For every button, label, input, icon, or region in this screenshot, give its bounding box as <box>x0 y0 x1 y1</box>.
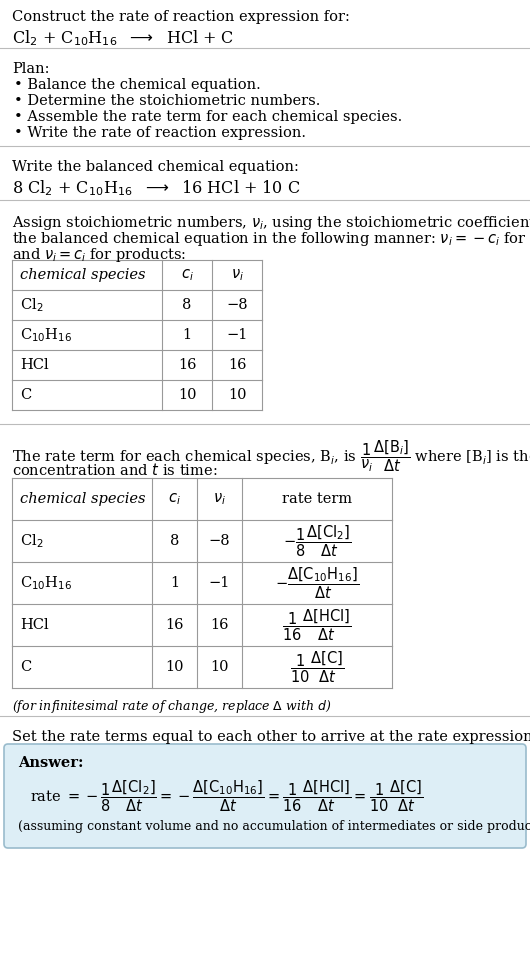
Text: 8: 8 <box>170 534 179 548</box>
Text: 16: 16 <box>210 618 229 632</box>
Text: $c_i$: $c_i$ <box>168 491 181 507</box>
Text: $\nu_i$: $\nu_i$ <box>231 267 243 283</box>
Text: Cl$_2$: Cl$_2$ <box>20 532 43 549</box>
Text: The rate term for each chemical species, B$_i$, is $\dfrac{1}{\nu_i}\dfrac{\Delt: The rate term for each chemical species,… <box>12 438 530 473</box>
Text: 10: 10 <box>165 660 184 674</box>
Text: C: C <box>20 388 31 402</box>
Text: −8: −8 <box>226 298 248 312</box>
Text: (for infinitesimal rate of change, replace $\Delta$ with $d$): (for infinitesimal rate of change, repla… <box>12 698 331 715</box>
Text: 8: 8 <box>182 298 192 312</box>
Text: Answer:: Answer: <box>18 756 84 770</box>
Text: −8: −8 <box>209 534 231 548</box>
Text: 8 Cl$_2$ + C$_{10}$H$_{16}$  $\longrightarrow$  16 HCl + 10 C: 8 Cl$_2$ + C$_{10}$H$_{16}$ $\longrighta… <box>12 178 301 198</box>
Text: HCl: HCl <box>20 618 49 632</box>
Text: rate term: rate term <box>282 492 352 506</box>
Text: 16: 16 <box>165 618 184 632</box>
Text: chemical species: chemical species <box>20 268 146 282</box>
Text: • Write the rate of reaction expression.: • Write the rate of reaction expression. <box>14 126 306 140</box>
Text: $-\dfrac{\Delta[\mathrm{C_{10}H_{16}}]}{\Delta t}$: $-\dfrac{\Delta[\mathrm{C_{10}H_{16}}]}{… <box>275 565 359 601</box>
Text: C$_{10}$H$_{16}$: C$_{10}$H$_{16}$ <box>20 326 72 344</box>
Text: • Determine the stoichiometric numbers.: • Determine the stoichiometric numbers. <box>14 94 320 108</box>
Text: $\dfrac{1}{16}\dfrac{\Delta[\mathrm{HCl}]}{\Delta t}$: $\dfrac{1}{16}\dfrac{\Delta[\mathrm{HCl}… <box>282 607 351 643</box>
Text: $\nu_i$: $\nu_i$ <box>213 491 226 507</box>
Text: 16: 16 <box>178 358 196 372</box>
Text: chemical species: chemical species <box>20 492 146 506</box>
Text: HCl: HCl <box>20 358 49 372</box>
Text: (assuming constant volume and no accumulation of intermediates or side products): (assuming constant volume and no accumul… <box>18 820 530 833</box>
Text: Cl$_2$: Cl$_2$ <box>20 296 43 314</box>
Text: 1: 1 <box>170 576 179 590</box>
Text: −1: −1 <box>209 576 230 590</box>
Text: Cl$_2$ + C$_{10}$H$_{16}$  $\longrightarrow$  HCl + C: Cl$_2$ + C$_{10}$H$_{16}$ $\longrightarr… <box>12 28 234 48</box>
Text: 10: 10 <box>228 388 246 402</box>
Text: • Balance the chemical equation.: • Balance the chemical equation. <box>14 78 261 92</box>
Text: −1: −1 <box>226 328 248 342</box>
Text: $-\dfrac{1}{8}\dfrac{\Delta[\mathrm{Cl_2}]}{\Delta t}$: $-\dfrac{1}{8}\dfrac{\Delta[\mathrm{Cl_2… <box>283 523 351 559</box>
Text: rate $= -\dfrac{1}{8}\dfrac{\Delta[\mathrm{Cl_2}]}{\Delta t} = -\dfrac{\Delta[\m: rate $= -\dfrac{1}{8}\dfrac{\Delta[\math… <box>30 778 423 814</box>
Text: 1: 1 <box>182 328 191 342</box>
Text: 10: 10 <box>210 660 229 674</box>
Text: the balanced chemical equation in the following manner: $\nu_i = -c_i$ for react: the balanced chemical equation in the fo… <box>12 230 530 248</box>
Text: Construct the rate of reaction expression for:: Construct the rate of reaction expressio… <box>12 10 350 24</box>
Text: Assign stoichiometric numbers, $\nu_i$, using the stoichiometric coefficients, $: Assign stoichiometric numbers, $\nu_i$, … <box>12 214 530 232</box>
Text: and $\nu_i = c_i$ for products:: and $\nu_i = c_i$ for products: <box>12 246 187 264</box>
Text: $\dfrac{1}{10}\dfrac{\Delta[\mathrm{C}]}{\Delta t}$: $\dfrac{1}{10}\dfrac{\Delta[\mathrm{C}]}… <box>290 649 344 685</box>
FancyBboxPatch shape <box>4 744 526 848</box>
Text: • Assemble the rate term for each chemical species.: • Assemble the rate term for each chemic… <box>14 110 402 124</box>
Text: Set the rate terms equal to each other to arrive at the rate expression:: Set the rate terms equal to each other t… <box>12 730 530 744</box>
Text: 10: 10 <box>178 388 196 402</box>
Text: Plan:: Plan: <box>12 62 49 76</box>
Text: concentration and $t$ is time:: concentration and $t$ is time: <box>12 462 217 478</box>
Text: Write the balanced chemical equation:: Write the balanced chemical equation: <box>12 160 299 174</box>
Text: C$_{10}$H$_{16}$: C$_{10}$H$_{16}$ <box>20 574 72 591</box>
Text: C: C <box>20 660 31 674</box>
Text: $c_i$: $c_i$ <box>181 267 193 283</box>
Text: 16: 16 <box>228 358 246 372</box>
